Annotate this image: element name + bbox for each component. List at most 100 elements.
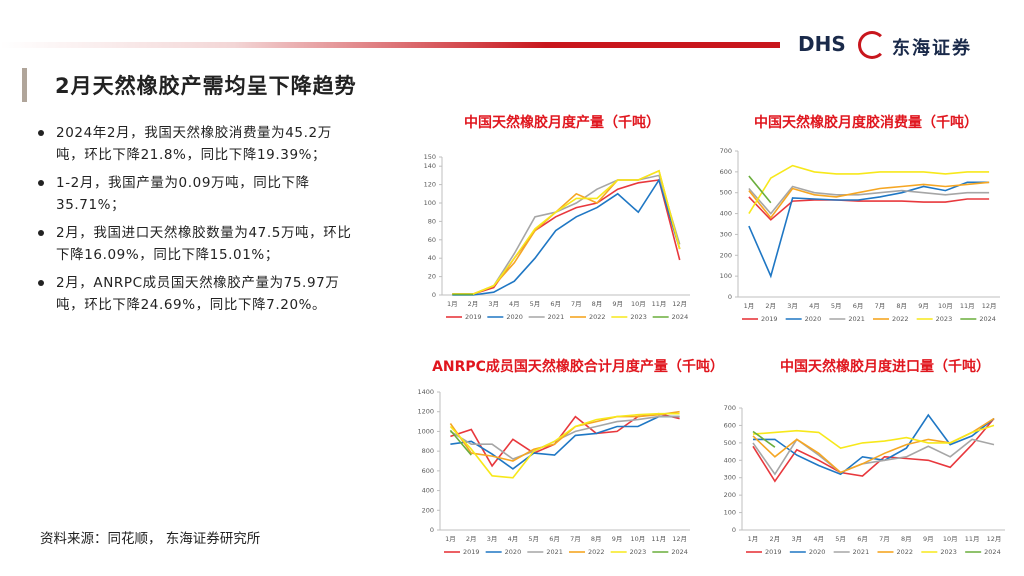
x-tick-label: 7月 bbox=[875, 302, 886, 310]
y-tick-label: 500 bbox=[724, 439, 736, 447]
y-tick-label: 800 bbox=[422, 447, 434, 455]
x-tick-label: 12月 bbox=[987, 535, 1002, 543]
series-line bbox=[752, 424, 995, 449]
series-line bbox=[450, 412, 680, 468]
x-tick-label: 2月 bbox=[770, 535, 781, 543]
x-tick-label: 5月 bbox=[831, 302, 842, 310]
y-tick-label: 150 bbox=[424, 153, 436, 161]
legend-label: 2023 bbox=[936, 315, 953, 323]
legend-label: 2022 bbox=[892, 315, 909, 323]
series-line bbox=[748, 164, 990, 215]
x-tick-label: 6月 bbox=[549, 535, 560, 543]
y-tick-label: 0 bbox=[432, 291, 436, 299]
legend-label: 2019 bbox=[765, 548, 782, 556]
x-tick-label: 9月 bbox=[918, 302, 929, 310]
x-tick-label: 10月 bbox=[631, 300, 646, 308]
bullet: 2月，我国进口天然橡胶数量为47.5万吨，环比下降16.09%，同比下降15.0… bbox=[36, 222, 354, 266]
x-tick-label: 5月 bbox=[528, 535, 539, 543]
x-tick-label: 9月 bbox=[612, 300, 623, 308]
y-tick-label: 700 bbox=[720, 147, 732, 155]
series-line bbox=[452, 174, 681, 295]
company-name: 东海证券 bbox=[892, 38, 972, 59]
series-line bbox=[752, 438, 995, 476]
x-tick-label: 8月 bbox=[592, 300, 603, 308]
y-tick-label: 1200 bbox=[417, 408, 434, 416]
legend-label: 2022 bbox=[897, 548, 914, 556]
legend-label: 2020 bbox=[505, 548, 522, 556]
legend-label: 2020 bbox=[506, 313, 523, 321]
y-tick-label: 300 bbox=[724, 474, 736, 482]
x-tick-label: 4月 bbox=[508, 535, 519, 543]
y-tick-label: 600 bbox=[720, 168, 732, 176]
chart-title: ANRPC成员国天然橡胶合计月度产量（千吨） bbox=[432, 358, 724, 375]
y-tick-label: 600 bbox=[422, 467, 434, 475]
legend-label: 2023 bbox=[940, 548, 957, 556]
x-tick-label: 5月 bbox=[835, 535, 846, 543]
x-tick-label: 6月 bbox=[550, 300, 561, 308]
legend-label: 2019 bbox=[761, 315, 778, 323]
title-bar bbox=[22, 68, 27, 102]
x-tick-label: 10月 bbox=[943, 535, 958, 543]
y-tick-label: 200 bbox=[720, 251, 732, 259]
header-line bbox=[0, 42, 780, 48]
x-tick-label: 11月 bbox=[652, 300, 667, 308]
x-tick-label: 4月 bbox=[809, 302, 820, 310]
legend-label: 2021 bbox=[546, 548, 563, 556]
legend-label: 2024 bbox=[671, 548, 688, 556]
slide-title: 2月天然橡胶产需均呈下降趋势 bbox=[55, 74, 357, 98]
y-tick-label: 0 bbox=[430, 526, 434, 534]
x-tick-label: 11月 bbox=[965, 535, 980, 543]
series-line bbox=[748, 196, 990, 221]
y-tick-label: 500 bbox=[720, 189, 732, 197]
legend-label: 2024 bbox=[984, 548, 1001, 556]
y-tick-label: 80 bbox=[428, 217, 436, 225]
source-note: 资料来源：同花顺， 东海证券研究所 bbox=[40, 531, 261, 547]
y-tick-label: 60 bbox=[428, 236, 436, 244]
series-line bbox=[752, 417, 995, 483]
x-tick-label: 7月 bbox=[570, 535, 581, 543]
y-tick-label: 100 bbox=[720, 272, 732, 280]
x-tick-label: 1月 bbox=[748, 535, 759, 543]
series-line bbox=[452, 178, 681, 296]
bullet: 2024年2月，我国天然橡胶消费量为45.2万吨，环比下降21.8%，同比下降1… bbox=[36, 122, 354, 166]
legend-label: 2020 bbox=[809, 548, 826, 556]
x-tick-label: 9月 bbox=[612, 535, 623, 543]
series-line bbox=[452, 169, 681, 295]
legend-label: 2019 bbox=[465, 313, 482, 321]
legend-label: 2023 bbox=[630, 548, 647, 556]
bullet: 1-2月，我国产量为0.09万吨，同比下降35.71%； bbox=[36, 172, 354, 216]
y-tick-label: 120 bbox=[424, 181, 436, 189]
y-tick-label: 400 bbox=[724, 456, 736, 464]
x-tick-label: 12月 bbox=[982, 302, 997, 310]
series-line bbox=[452, 169, 681, 295]
logo-icon bbox=[858, 31, 886, 59]
x-tick-label: 10月 bbox=[631, 535, 646, 543]
x-tick-label: 3月 bbox=[487, 535, 498, 543]
legend-label: 2023 bbox=[630, 313, 647, 321]
x-tick-label: 6月 bbox=[857, 535, 868, 543]
chart-title: 中国天然橡胶月度胶消费量（千吨） bbox=[754, 114, 978, 131]
y-tick-label: 700 bbox=[724, 404, 736, 412]
y-tick-label: 100 bbox=[724, 509, 736, 517]
x-tick-label: 3月 bbox=[488, 300, 499, 308]
x-tick-label: 2月 bbox=[765, 302, 776, 310]
x-tick-label: 2月 bbox=[468, 300, 479, 308]
y-tick-label: 0 bbox=[732, 526, 736, 534]
series-line bbox=[748, 185, 990, 215]
x-tick-label: 7月 bbox=[879, 535, 890, 543]
x-tick-label: 12月 bbox=[672, 300, 687, 308]
chart-title: 中国天然橡胶月度进口量（千吨） bbox=[780, 358, 990, 375]
legend-label: 2022 bbox=[588, 548, 605, 556]
x-tick-label: 11月 bbox=[651, 535, 666, 543]
series-line bbox=[752, 430, 776, 448]
y-tick-label: 400 bbox=[422, 487, 434, 495]
y-tick-label: 40 bbox=[428, 254, 436, 262]
x-tick-label: 4月 bbox=[509, 300, 520, 308]
y-tick-label: 300 bbox=[720, 230, 732, 238]
series-line bbox=[449, 429, 472, 456]
series-line bbox=[748, 175, 772, 204]
chart-title: 中国天然橡胶月度产量（千吨） bbox=[464, 114, 660, 131]
x-tick-label: 10月 bbox=[938, 302, 953, 310]
x-tick-label: 4月 bbox=[813, 535, 824, 543]
